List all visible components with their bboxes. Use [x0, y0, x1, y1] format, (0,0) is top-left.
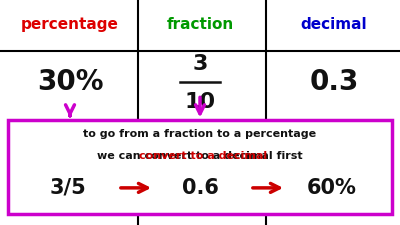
- Text: 60%: 60%: [307, 178, 357, 198]
- Text: percentage: percentage: [21, 17, 119, 32]
- Text: fraction: fraction: [166, 17, 234, 32]
- Text: 3: 3: [192, 54, 208, 74]
- Text: 3/5: 3/5: [50, 178, 86, 198]
- Text: decimal: decimal: [301, 17, 367, 32]
- Text: to go from a fraction to a percentage: to go from a fraction to a percentage: [84, 129, 316, 139]
- Text: 10: 10: [184, 92, 216, 112]
- Text: 0.6: 0.6: [182, 178, 218, 198]
- FancyBboxPatch shape: [8, 120, 392, 214]
- Text: 0.3: 0.3: [309, 68, 359, 96]
- Text: 30%: 30%: [37, 68, 103, 96]
- Text: we can convert to a decimal first: we can convert to a decimal first: [97, 151, 303, 161]
- Text: convert to a decimal: convert to a decimal: [139, 151, 267, 161]
